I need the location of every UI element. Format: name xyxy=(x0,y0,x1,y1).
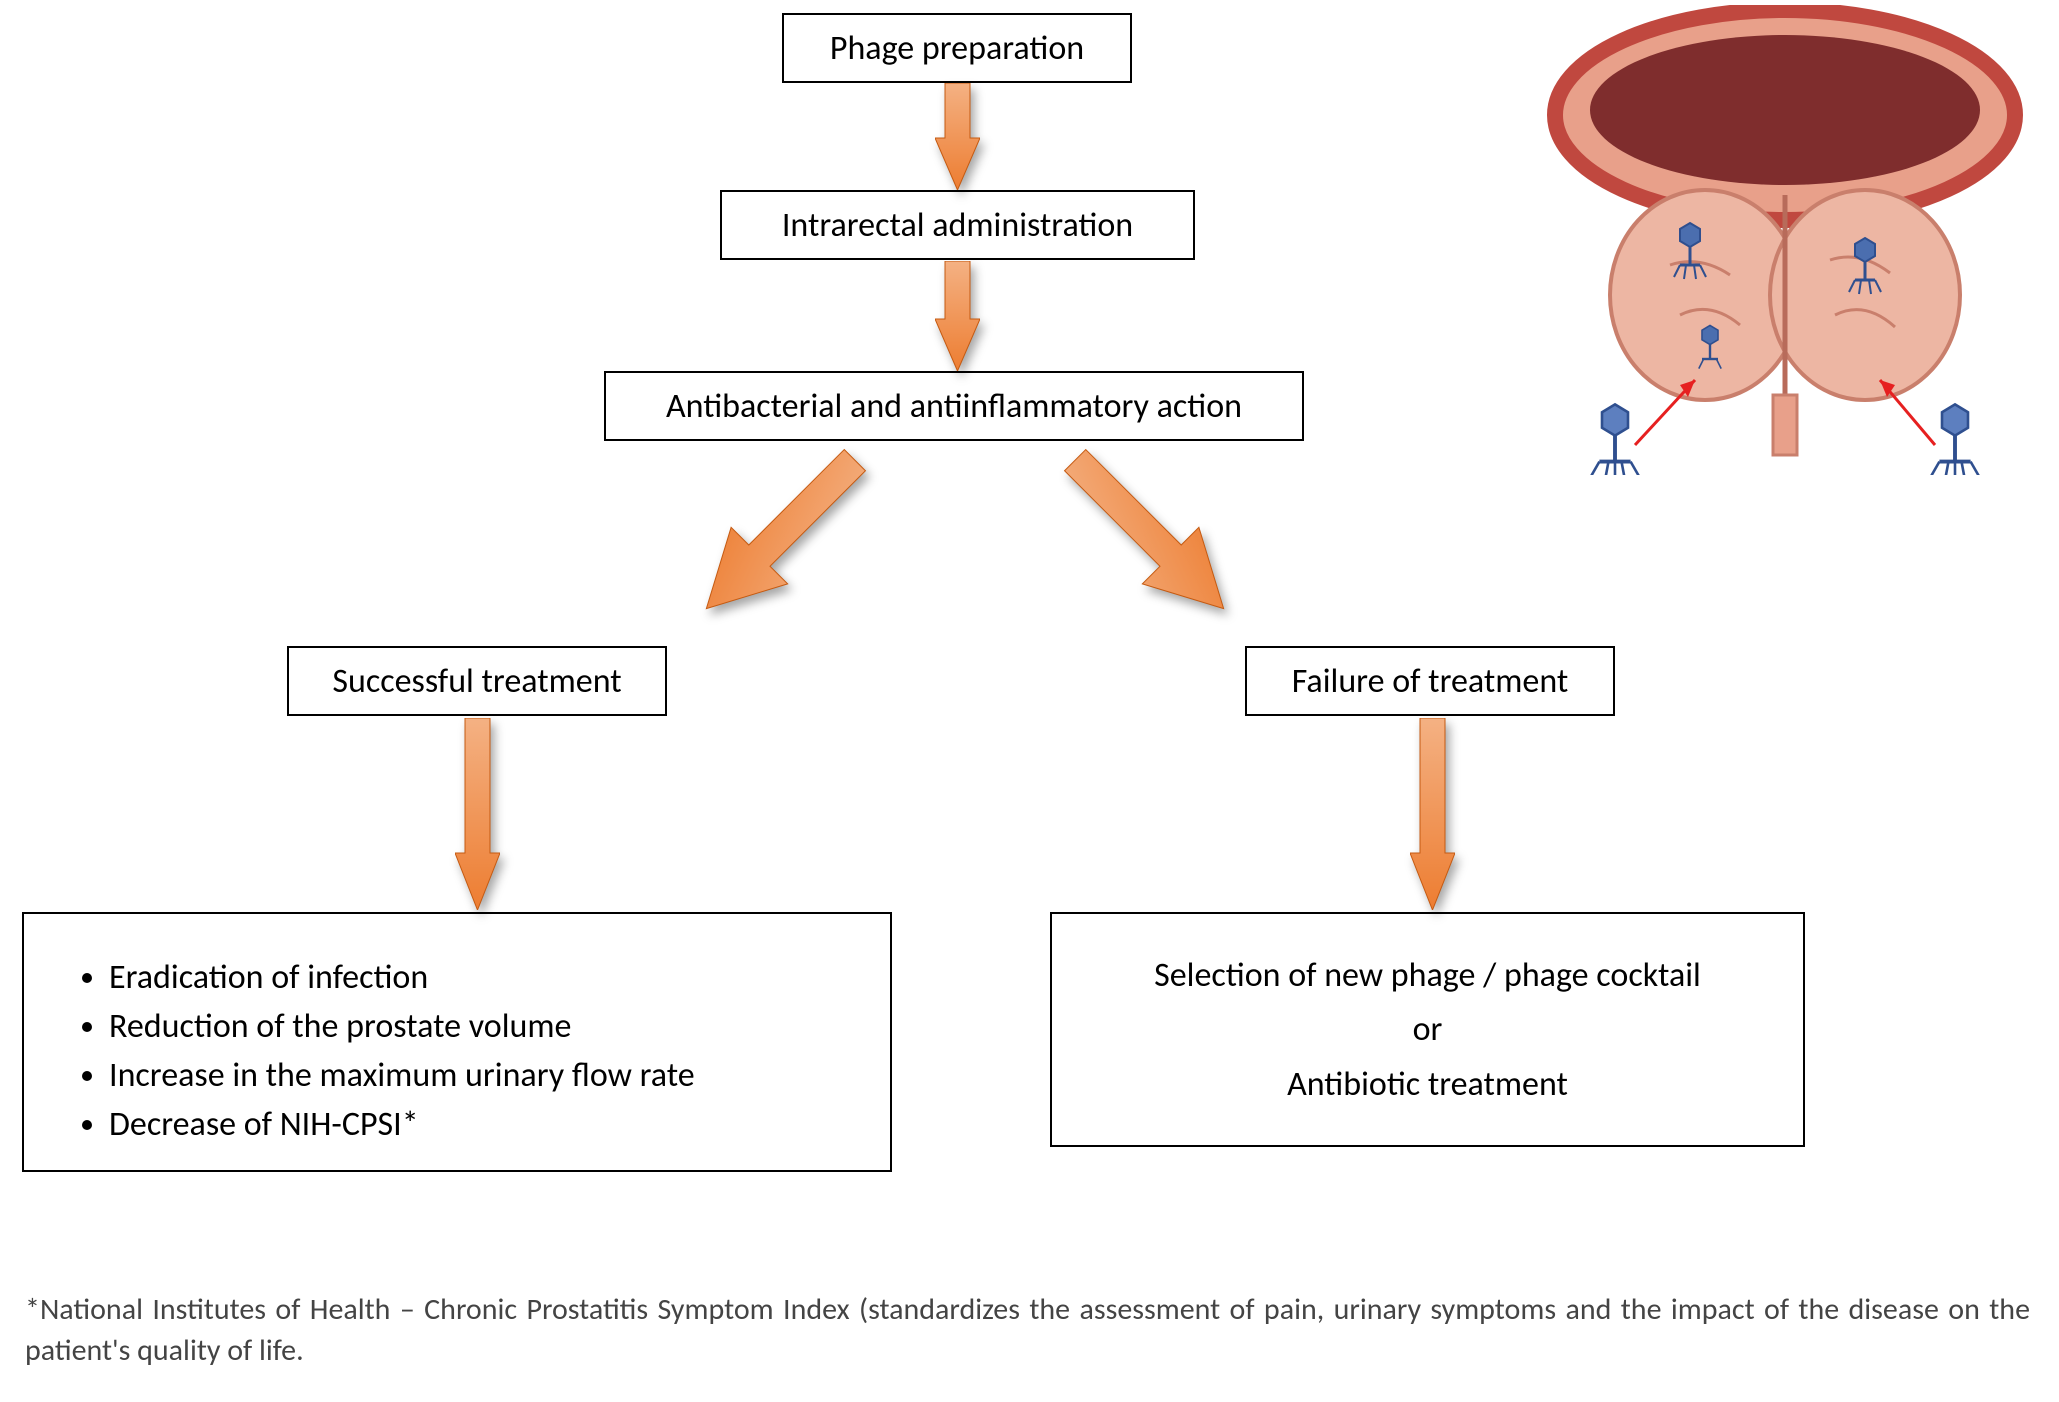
failure-line: Antibiotic treatment xyxy=(1092,1058,1763,1112)
node-label: Failure of treatment xyxy=(1292,661,1569,702)
node-label: Antibacterial and antiinflammatory actio… xyxy=(666,386,1242,427)
node-phage-preparation: Phage preparation xyxy=(782,13,1132,83)
bullet-item: Decrease of NIH-CPSI* xyxy=(109,1104,850,1145)
arrow-down-icon xyxy=(935,261,980,371)
node-label: Intrarectal administration xyxy=(782,205,1133,246)
failure-line: or xyxy=(1092,1003,1763,1057)
node-successful-treatment: Successful treatment xyxy=(287,646,667,716)
node-label: Successful treatment xyxy=(332,661,621,702)
success-bullets: Eradication of infection Reduction of th… xyxy=(64,957,850,1145)
arrow-diag-right-icon xyxy=(1040,445,1280,645)
node-failure-treatment: Failure of treatment xyxy=(1245,646,1615,716)
arrow-down-icon xyxy=(1410,718,1455,910)
arrow-down-icon xyxy=(455,718,500,910)
footnote-text: *National Institutes of Health – Chronic… xyxy=(25,1290,2030,1371)
bullet-item: Increase in the maximum urinary flow rat… xyxy=(109,1055,850,1096)
outcome-success: Eradication of infection Reduction of th… xyxy=(22,912,892,1172)
node-label: Phage preparation xyxy=(830,28,1084,69)
bullet-item: Reduction of the prostate volume xyxy=(109,1006,850,1047)
failure-line: Selection of new phage / phage cocktail xyxy=(1092,949,1763,1003)
outcome-failure: Selection of new phage / phage cocktail … xyxy=(1050,912,1805,1147)
arrow-diag-left-icon xyxy=(655,445,885,645)
node-intrarectal-admin: Intrarectal administration xyxy=(720,190,1195,260)
bullet-item: Eradication of infection xyxy=(109,957,850,998)
node-antibacterial-action: Antibacterial and antiinflammatory actio… xyxy=(604,371,1304,441)
prostate-illustration xyxy=(1530,5,2040,480)
arrow-down-icon xyxy=(935,83,980,190)
